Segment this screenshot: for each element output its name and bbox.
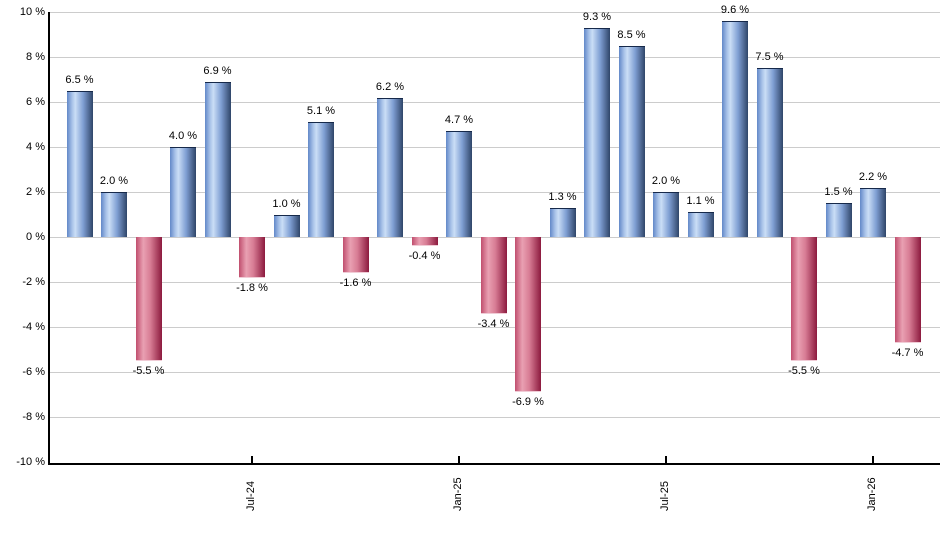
gridline [50, 417, 940, 418]
bar [308, 122, 334, 237]
bar [618, 45, 645, 237]
bar [584, 27, 610, 237]
x-axis-tick-label: Jan-26 [866, 477, 878, 511]
x-axis-tick-label: Jul-24 [245, 481, 257, 511]
bar-value-label: 5.1 % [306, 105, 336, 118]
bar-value-label: -0.4 % [408, 250, 441, 262]
bar [860, 187, 886, 237]
bar-value-label: -1.8 % [236, 281, 268, 294]
y-axis-tick-label: -10 % [16, 456, 45, 468]
y-axis-tick-label: 10 % [19, 6, 45, 18]
gridline [50, 57, 940, 58]
gridline [50, 372, 940, 373]
y-axis-tick-label: 4 % [26, 141, 45, 153]
bar [342, 237, 369, 273]
bar-value-label: 1.0 % [272, 197, 301, 210]
bar [687, 212, 714, 237]
bar [204, 81, 231, 237]
bar-value-label: 6.5 % [65, 73, 94, 86]
bar [446, 131, 472, 237]
bar [411, 237, 438, 246]
bar-value-label: -5.5 % [788, 364, 820, 377]
y-axis-tick-label: 6 % [26, 96, 45, 108]
bar [273, 214, 300, 237]
bar [756, 68, 783, 237]
bar [377, 97, 403, 237]
bar [66, 90, 93, 237]
bar-value-label: -5.5 % [132, 364, 165, 377]
bar [722, 21, 748, 237]
y-axis-tick-label: 2 % [26, 186, 45, 198]
bar [549, 207, 576, 237]
bar [825, 203, 852, 237]
bar-value-label: 7.5 % [755, 51, 784, 64]
bar-value-label: 1.1 % [686, 195, 715, 208]
bar [791, 237, 817, 361]
y-axis-tick-label: -8 % [22, 411, 45, 423]
y-axis-tick-label: -4 % [22, 321, 45, 333]
bar [480, 237, 507, 314]
bar-value-label: 4.0 % [168, 130, 198, 142]
bar-value-label: -1.6 % [339, 277, 372, 289]
bar-value-label: 6.2 % [375, 80, 405, 93]
bar-value-label: 2.0 % [651, 175, 681, 187]
bar-value-label: 1.5 % [824, 186, 853, 199]
x-axis-tick-label: Jan-25 [452, 477, 464, 511]
bar-value-label: 2.2 % [858, 170, 888, 183]
x-axis-tick [872, 456, 874, 464]
bar-value-label: 2.0 % [99, 175, 129, 187]
x-axis-tick [251, 456, 253, 464]
gridline [50, 102, 940, 103]
bar [894, 237, 921, 343]
bar [239, 237, 265, 278]
y-axis-tick-label: -6 % [22, 366, 45, 378]
gridline [50, 147, 940, 148]
bar-value-label: 6.9 % [203, 64, 232, 77]
gridline [50, 192, 940, 193]
bar-value-label: 9.6 % [720, 4, 750, 16]
bar-value-label: 4.7 % [444, 114, 474, 127]
bar-value-label: 9.3 % [582, 10, 612, 23]
bar-value-label: -6.9 % [512, 396, 544, 409]
x-axis-tick [458, 456, 460, 464]
y-axis-tick-label: 0 % [26, 231, 45, 243]
bar-value-label: 1.3 % [548, 190, 577, 203]
x-axis-line [48, 463, 940, 465]
x-axis-tick [665, 456, 667, 464]
gridline [50, 12, 940, 13]
x-axis-tick-label: Jul-25 [659, 481, 671, 511]
bar [101, 192, 127, 237]
bar-value-label: -4.7 % [891, 346, 924, 359]
y-axis-line [48, 12, 50, 464]
bar-value-label: -3.4 % [477, 317, 510, 330]
y-axis-tick-label: -2 % [22, 276, 45, 288]
bar [653, 192, 679, 237]
bar [170, 147, 196, 237]
gridline [50, 327, 940, 328]
y-axis-tick-label: 8 % [26, 51, 45, 63]
bar-value-label: 8.5 % [617, 28, 646, 41]
bar [135, 237, 162, 361]
bar [515, 237, 541, 393]
